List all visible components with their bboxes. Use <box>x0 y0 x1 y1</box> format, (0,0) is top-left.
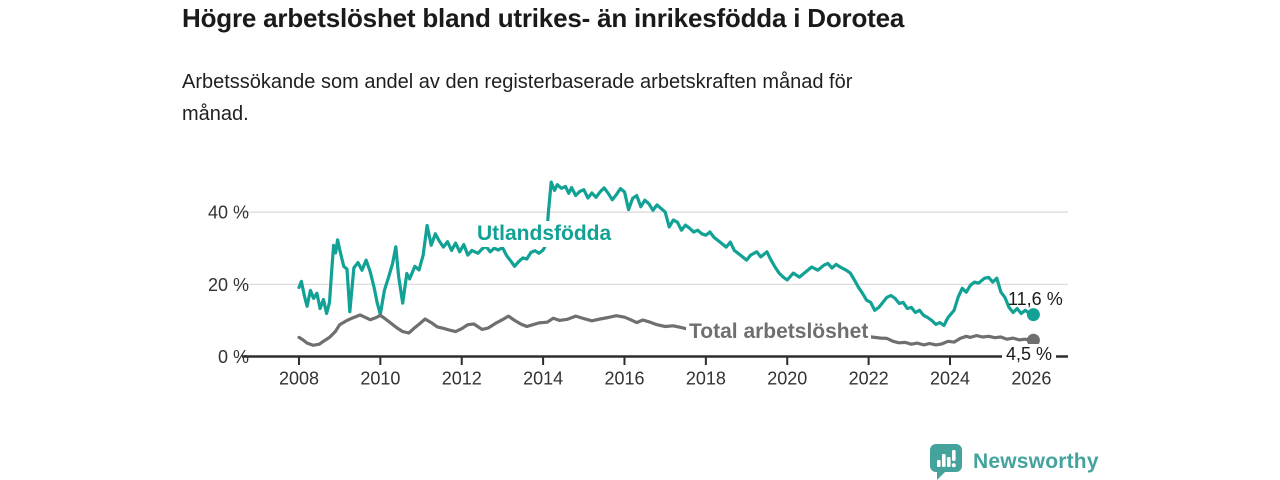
y-tick-label: 40 % <box>208 203 249 223</box>
x-tick-label: 2016 <box>604 369 644 389</box>
series-line-1 <box>297 313 1036 347</box>
y-tick-label: 0 % <box>218 347 249 367</box>
x-tick-label: 2012 <box>442 369 482 389</box>
chart-title: Högre arbetslöshet bland utrikes- än inr… <box>182 3 905 33</box>
x-tick-label: 2008 <box>279 369 319 389</box>
series-line-0 <box>297 180 1036 328</box>
x-tick-label: 2018 <box>686 369 726 389</box>
x-tick-label: 2010 <box>360 369 400 389</box>
x-tick-label: 2024 <box>930 369 970 389</box>
x-tick-label: 2022 <box>849 369 889 389</box>
series-end-dot-0 <box>1026 308 1040 322</box>
series-end-dot-1 <box>1026 333 1040 347</box>
end-value-label-total: 4,5 % <box>1002 344 1057 365</box>
chart-subtitle: Arbetssökande som andel av den registerb… <box>182 71 853 126</box>
x-tick-label: 2020 <box>767 369 807 389</box>
series-label-utlandsfodda: Utlandsfödda <box>474 221 615 247</box>
end-value-label-utlandsfodda: 11,6 % <box>1008 289 1063 309</box>
x-tick-label: 2014 <box>523 369 563 389</box>
x-tick-label: 2026 <box>1011 369 1051 389</box>
y-tick-label: 20 % <box>208 275 249 295</box>
newsworthy-wordmark: Newsworthy <box>973 449 1099 473</box>
newsworthy-icon <box>930 444 962 480</box>
series-label-total-arbetsloshet: Total arbetslöshet <box>686 319 872 345</box>
newsworthy-logo: Newsworthy <box>929 443 1099 480</box>
